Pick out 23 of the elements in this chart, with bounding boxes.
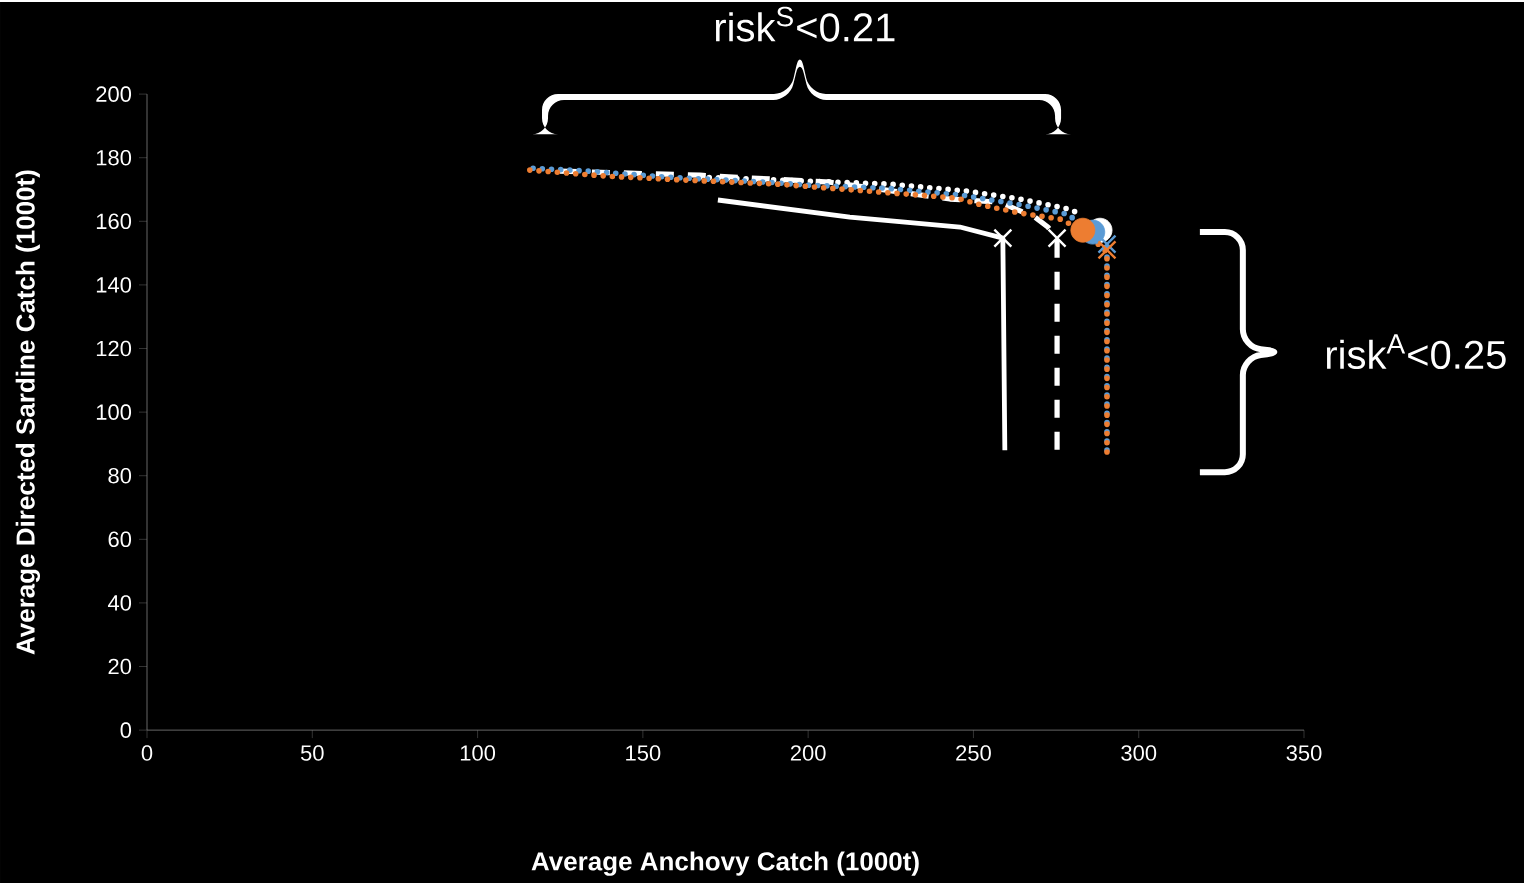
- y-tick-label: 120: [96, 340, 132, 357]
- x-tick-label: 150: [626, 745, 661, 761]
- x-tick-label: 250: [956, 745, 991, 761]
- y-tick-label: 20: [108, 658, 132, 675]
- x-tick-label: 0: [141, 745, 153, 761]
- y-axis-title: Average Directed Sardine Catch (1000t): [15, 170, 41, 655]
- x-tick-label: 100: [460, 745, 496, 761]
- text: risk$^{A}$<0.25: [1326, 334, 1506, 369]
- y-tick-label: 60: [108, 531, 132, 548]
- y-tick-label: 200: [96, 86, 132, 102]
- text: risk$^{S}$<0.21: [715, 6, 895, 42]
- x-tick-label: 50: [300, 745, 324, 761]
- x-axis-title: Average Anchovy Catch (1000t): [531, 851, 919, 876]
- y-tick-label: 140: [96, 277, 132, 293]
- y-tick-label: 40: [107, 595, 132, 611]
- y-tick-label: 100: [96, 404, 132, 420]
- y-tick-label: 180: [96, 149, 132, 166]
- y-tick-label: 0: [120, 722, 132, 738]
- y-tick-label: 160: [96, 213, 132, 230]
- y-tick-label: 80: [108, 467, 132, 484]
- x-tick-label: 300: [1121, 745, 1157, 761]
- x-tick-label: 200: [790, 745, 826, 761]
- x-tick-label: 350: [1286, 745, 1322, 761]
